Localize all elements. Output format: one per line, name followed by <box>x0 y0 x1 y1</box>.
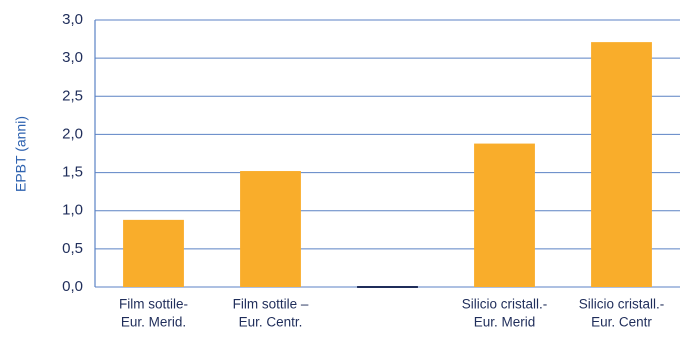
y-tick-label: 1,0 <box>62 202 83 219</box>
x-tick-label: Eur. Merid <box>474 315 536 330</box>
y-tick-label: 3,0 <box>62 49 83 66</box>
y-tick-label: 0,0 <box>62 278 83 295</box>
bar <box>474 143 535 287</box>
x-tick-label: Silicio cristall.- <box>579 297 665 312</box>
y-tick-label: 3,0 <box>62 11 83 28</box>
x-tick-label: Eur. Centr. <box>239 315 303 330</box>
y-axis-label: EPBT (anni) <box>13 116 29 192</box>
x-tick-label: Silicio cristall.- <box>462 297 548 312</box>
x-tick-label: Eur. Centr <box>591 315 652 330</box>
bar <box>123 219 184 287</box>
bar <box>357 286 418 288</box>
x-tick-label: Eur. Merid. <box>121 315 186 330</box>
y-tick-label: 2,5 <box>62 87 83 104</box>
y-tick-label: 0,5 <box>62 240 83 257</box>
y-tick-label: 2,0 <box>62 125 83 142</box>
y-tick-label: 1,5 <box>62 164 83 181</box>
bar <box>591 42 652 287</box>
x-tick-label: Film sottile – <box>233 297 309 312</box>
bar <box>240 171 301 287</box>
x-tick-label: Film sottile- <box>119 297 188 312</box>
